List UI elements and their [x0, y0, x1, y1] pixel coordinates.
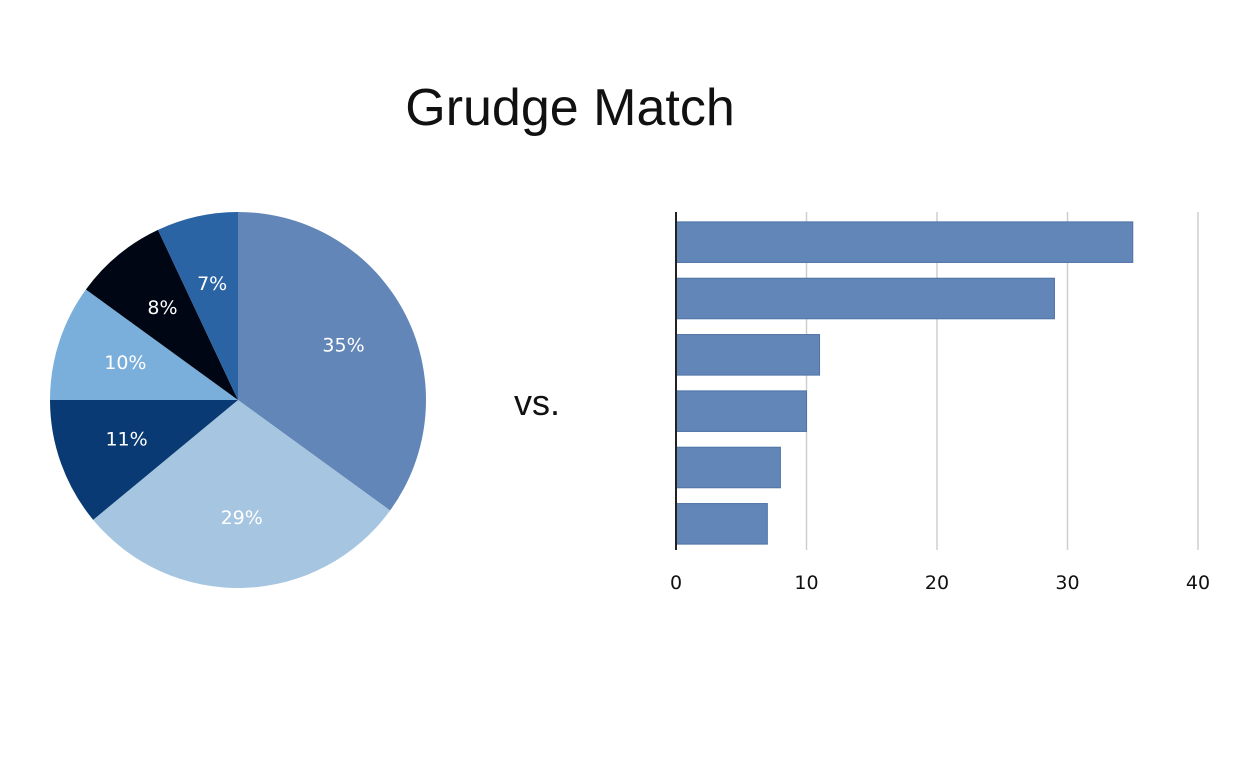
- pie-slice: [157, 212, 238, 400]
- bar: [675, 390, 807, 432]
- bar: [675, 277, 1055, 320]
- vs-separator: vs.: [514, 382, 561, 423]
- x-tick-label: 10: [794, 572, 818, 594]
- pie-slice: [50, 400, 238, 520]
- pie-slice: [85, 229, 238, 400]
- pie-slice-label: 29%: [221, 507, 263, 529]
- pie-slice-label: 11%: [105, 429, 147, 451]
- pie-slice-label: 10%: [104, 352, 146, 374]
- x-tick-label: 30: [1055, 572, 1079, 594]
- pie-slice-label: 8%: [147, 297, 177, 319]
- pie-slice: [238, 212, 426, 511]
- pie-slice-label: 35%: [322, 335, 364, 357]
- x-tick-label: 0: [670, 572, 682, 594]
- pie-slice: [50, 289, 238, 400]
- x-tick-label: 40: [1186, 572, 1210, 594]
- pie-slice: [93, 400, 391, 588]
- bar: [675, 503, 768, 545]
- chart-title: Grudge Match: [405, 79, 735, 137]
- bar: [675, 446, 781, 489]
- pie-slice-label: 7%: [197, 273, 227, 295]
- bar: [675, 221, 1134, 263]
- x-tick-label: 20: [925, 572, 949, 594]
- bar: [675, 334, 821, 376]
